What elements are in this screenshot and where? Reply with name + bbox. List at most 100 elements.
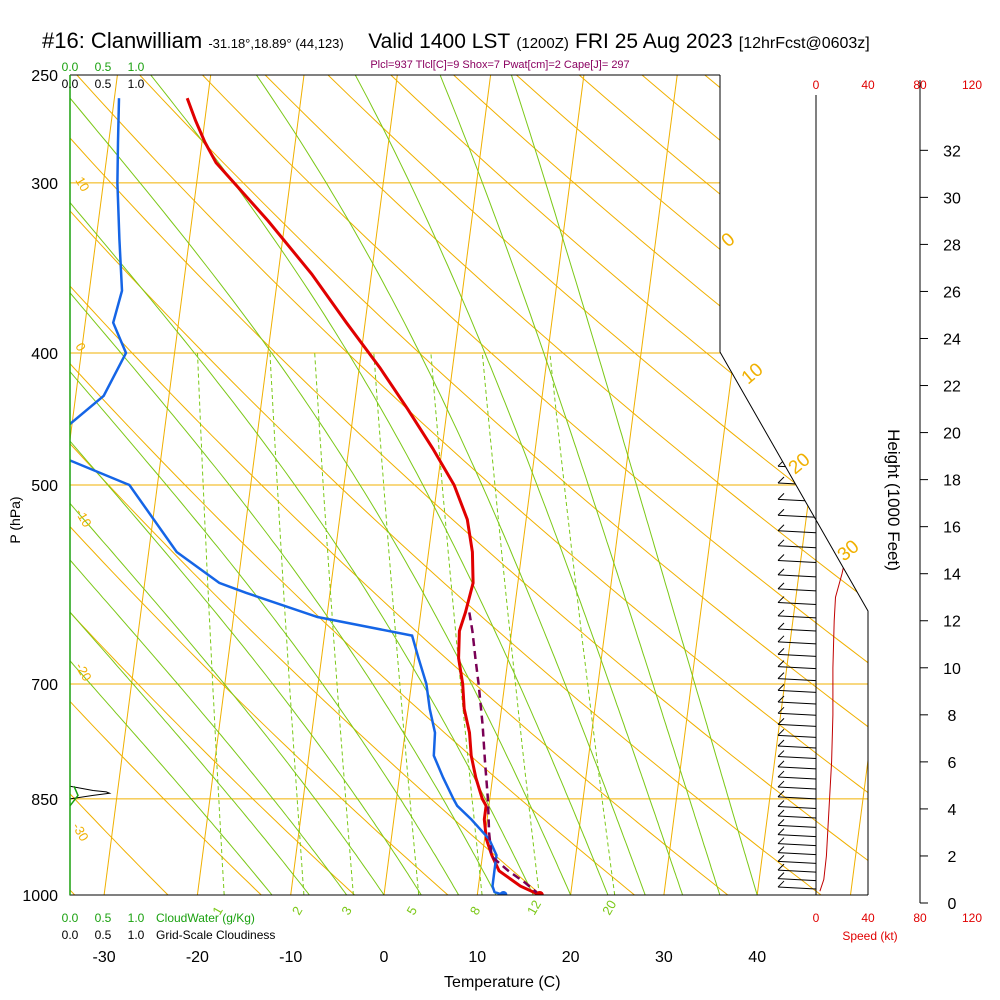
parcel-line <box>468 611 541 895</box>
wind-barb-flag <box>777 660 785 667</box>
temperature-tick-label: 40 <box>748 949 766 966</box>
height-tick-label: 24 <box>943 331 961 348</box>
isotherm-line <box>0 75 24 895</box>
moist-adiabat <box>70 75 497 895</box>
wind-barb-flag <box>777 476 785 484</box>
wind-barb <box>777 666 817 670</box>
wind-barb-flag <box>777 387 785 395</box>
dry-adiabat <box>70 75 262 895</box>
wind-axis-title: Speed (kt) <box>842 929 897 943</box>
wind-barb-flag <box>777 609 785 617</box>
height-axis-title: Height (1000 Feet) <box>884 429 903 571</box>
cloudiness-axis-title: Grid-Scale Cloudiness <box>156 928 275 942</box>
temperature-tick-label: -10 <box>279 949 302 966</box>
mixing-ratio-label: 20 <box>599 897 619 917</box>
cloudiness-tick-label-bottom: 0.5 <box>95 928 112 942</box>
height-tick-label: 2 <box>948 849 957 866</box>
moist-adiabat <box>70 75 273 895</box>
mixing-ratio-line <box>549 352 616 895</box>
mixing-ratio-line <box>481 352 540 895</box>
height-tick-label: 10 <box>943 661 961 678</box>
wind-barb-flag <box>777 750 785 757</box>
temperature-axis-title: Temperature (C) <box>444 974 560 991</box>
wind-barb-flag <box>777 406 785 414</box>
cloudiness-tick-label-bottom: 0.0 <box>62 928 79 942</box>
cloud-tick-label-top: 0.0 <box>62 60 79 74</box>
pressure-tick-label: 250 <box>31 68 58 85</box>
wind-barb-flag <box>777 872 785 879</box>
profile-layer <box>70 97 868 895</box>
wind-barb <box>777 560 817 564</box>
dry-adiabat <box>390 75 868 895</box>
wind-barb <box>777 545 817 549</box>
moist-adiabat <box>354 75 684 895</box>
dry-adiabat <box>70 75 449 895</box>
height-tick-label: 18 <box>943 473 961 490</box>
wind-tick-label-top: 120 <box>962 78 982 92</box>
cloudwater-axis-title: CloudWater (g/Kg) <box>156 911 255 925</box>
moist-adiabat <box>70 75 422 895</box>
wind-barb-flag <box>777 863 785 871</box>
wind-barb <box>777 602 817 606</box>
wind-barb-flag <box>777 695 785 703</box>
wind-barb <box>777 373 817 377</box>
height-tick-label: 8 <box>948 708 957 725</box>
wind-barb-flag <box>777 837 785 845</box>
isotherm-line <box>290 75 398 895</box>
dry-adiabat <box>327 75 868 895</box>
wind-barb <box>777 653 817 657</box>
wind-barb-flag <box>777 635 785 643</box>
moist-adiabat <box>439 75 721 895</box>
isotherm-label: 0 <box>72 340 89 354</box>
wind-tick-label-bottom: 80 <box>913 911 927 925</box>
wind-barb-flag <box>777 442 785 450</box>
wind-barb <box>777 843 817 847</box>
temperature-tick-label: 30 <box>655 949 673 966</box>
isotherm-line <box>570 75 678 895</box>
wind-barb-flag <box>777 770 785 778</box>
forecast-date: FRI 25 Aug 2023 <box>575 30 733 53</box>
cloud-tick-label-bottom: 0.5 <box>95 911 112 925</box>
wind-barb <box>777 712 817 716</box>
wind-barb-flag <box>777 304 785 312</box>
dry-adiabat <box>829 75 868 895</box>
wind-barb-flag <box>777 622 785 630</box>
frame-layer <box>69 74 928 904</box>
wind-barb <box>777 689 817 693</box>
wind-barb-flag <box>777 582 785 590</box>
isotherm-label: 0 <box>718 229 740 252</box>
wind-barb-flag <box>777 846 785 853</box>
mixing-ratio-line <box>314 352 354 895</box>
wind-barb <box>777 878 817 882</box>
mixing-ratio-line <box>373 352 420 895</box>
mixing-ratio-label: 2 <box>289 904 306 918</box>
height-tick-label: 16 <box>943 520 961 537</box>
mixing-ratio-line <box>430 352 483 895</box>
wind-barb <box>777 786 817 790</box>
wind-barb <box>777 776 817 780</box>
wind-barb <box>777 815 817 819</box>
mixing-ratio-label: 5 <box>403 904 420 918</box>
wind-barb-flag <box>777 828 785 835</box>
wind-barb <box>777 240 817 244</box>
dry-adiabat <box>76 75 868 895</box>
isotherm-label: -20 <box>72 660 94 684</box>
wind-barb <box>777 796 817 800</box>
wind-barb <box>777 852 817 856</box>
isotherm-label: 10 <box>72 174 92 194</box>
cloudiness-tick-label-top: 0.0 <box>62 77 79 91</box>
dry-adiabat <box>264 75 868 895</box>
moist-adiabat <box>150 75 609 895</box>
wind-barb <box>777 412 817 416</box>
wind-barb-flag <box>777 492 785 500</box>
plot-right-edge <box>719 75 869 895</box>
wind-barb-flag <box>777 684 785 691</box>
wind-barb-flag <box>777 524 785 532</box>
dry-adiabat <box>70 75 822 895</box>
surface-dew-dot <box>499 891 508 895</box>
wind-barb-flag <box>777 809 785 817</box>
pressure-tick-label: 1000 <box>22 888 58 905</box>
wind-barb-flag <box>777 596 785 603</box>
temperature-tick-label: 0 <box>380 949 389 966</box>
wind-barb-flag <box>777 258 785 266</box>
